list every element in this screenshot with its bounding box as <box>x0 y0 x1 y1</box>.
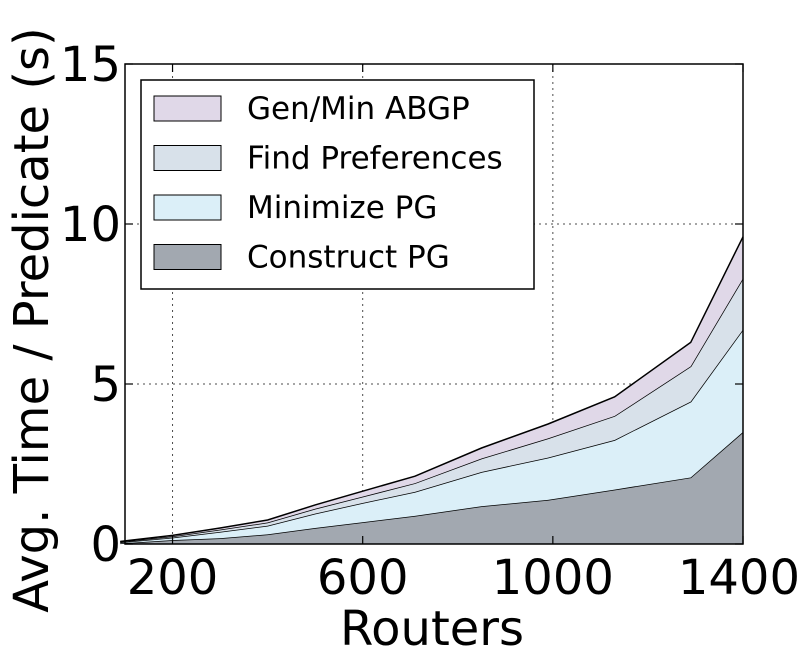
ticks: 200 600 1000 1400 0 5 10 15 <box>60 37 800 606</box>
y-tick-label: 15 <box>60 37 121 93</box>
legend-swatch <box>153 145 222 171</box>
x-tick-label: 1400 <box>678 550 800 606</box>
area-minimize-pg <box>120 329 743 544</box>
legend-swatch <box>153 244 222 270</box>
y-tick-label: 5 <box>90 357 121 413</box>
x-tick-label: 200 <box>127 550 219 606</box>
legend-swatch <box>153 194 222 221</box>
y-axis-title: Avg. Time / Predicate (s) <box>4 27 60 613</box>
legend-swatch <box>153 95 222 122</box>
legend-label: Find Preferences <box>247 141 503 177</box>
x-tick-label: 1000 <box>492 550 614 606</box>
x-tick-label: 600 <box>317 550 409 606</box>
y-tick-label: 0 <box>90 517 121 573</box>
area-layer <box>120 236 744 545</box>
y-tick-label: 10 <box>60 197 121 253</box>
series-line-gen-min-abgp <box>120 236 744 543</box>
x-axis-title: Routers <box>340 601 524 657</box>
legend-label: Construct PG <box>247 240 450 276</box>
legend-label: Minimize PG <box>247 190 437 226</box>
plot-frame <box>124 63 744 545</box>
area-construct-pg <box>120 432 743 544</box>
legend: Gen/Min ABGP Find Preferences Minimize PG C… <box>140 79 535 290</box>
legend-label: Gen/Min ABGP <box>247 91 470 127</box>
